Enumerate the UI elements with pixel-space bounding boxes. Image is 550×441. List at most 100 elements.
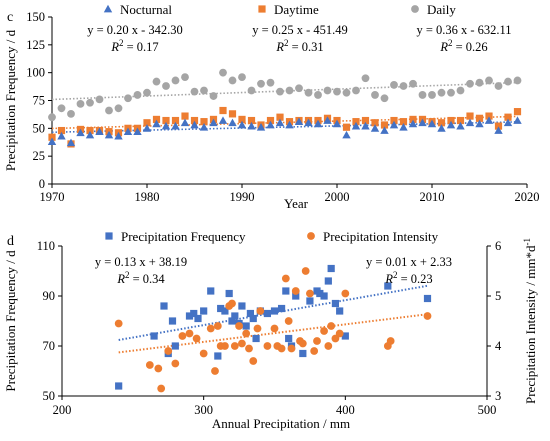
d-point-frequency [217, 304, 225, 313]
d-point-intensity [298, 339, 307, 348]
c-point-nocturnal [427, 119, 437, 128]
d-point-intensity [310, 347, 319, 355]
d-point-intensity [287, 344, 296, 353]
c-point-daily [466, 79, 474, 88]
c-point-daytime [494, 122, 503, 130]
d-point-intensity [178, 332, 187, 340]
c-point-daily [428, 91, 436, 99]
d-point-intensity [192, 334, 201, 343]
c-point-nocturnal [190, 120, 199, 129]
c-point-daily [257, 79, 265, 88]
d-point-frequency [270, 307, 279, 315]
d-point-intensity [242, 329, 251, 338]
c-x-tick-label: 1990 [230, 190, 255, 204]
d-point-frequency [228, 317, 236, 325]
d-point-intensity [230, 342, 239, 350]
c-point-nocturnal [332, 119, 342, 128]
c-y-axis-label: Precipitation Frequency / d [3, 29, 18, 171]
c-point-daily [342, 88, 351, 97]
d-point-frequency [200, 307, 208, 315]
c-point-daily [361, 74, 370, 83]
c-legend-marker-daily [411, 5, 419, 13]
c-point-daily [494, 82, 503, 90]
c-point-daily [456, 86, 465, 95]
c-point-daytime [371, 119, 379, 127]
c-legend-marker-nocturnal [103, 4, 113, 13]
c-point-nocturnal [266, 120, 275, 129]
d-point-frequency [306, 297, 314, 305]
d-point-frequency [331, 299, 340, 308]
d-point-frequency [160, 302, 168, 310]
c-point-nocturnal [123, 127, 133, 136]
d-point-intensity [171, 359, 180, 368]
d-point-frequency [277, 304, 286, 313]
c-point-daytime [342, 123, 351, 131]
d-y2-tick-label: 5 [495, 289, 501, 303]
d-point-frequency [341, 332, 349, 340]
c-point-nocturnal [171, 121, 180, 130]
c-legend-marker-daytime [258, 5, 266, 13]
d-point-intensity [423, 312, 432, 320]
c-point-nocturnal [408, 119, 418, 128]
c-x-tick-label: 2020 [515, 190, 540, 204]
d-frequency-equation: y = 0.13 x + 38.19 [95, 255, 187, 269]
d-point-intensity [270, 324, 279, 333]
d-point-intensity [199, 349, 208, 358]
d-point-frequency [194, 314, 202, 323]
d-point-frequency [207, 287, 215, 295]
c-point-daytime [143, 119, 151, 127]
c-legend-label-daytime: Daytime [274, 2, 319, 17]
c-point-daily [238, 73, 246, 82]
c-legend-label-daily: Daily [427, 2, 456, 17]
c-point-daily [57, 104, 66, 113]
d-point-frequency [249, 314, 257, 323]
d-point-intensity [154, 364, 163, 373]
c-point-nocturnal [228, 118, 237, 127]
c-point-nocturnal [237, 120, 247, 129]
d-point-frequency [171, 342, 179, 350]
c-y-tick-label: 125 [26, 38, 45, 52]
c-y-tick-label: 150 [26, 10, 45, 24]
d-point-frequency [299, 349, 307, 358]
d-point-intensity [291, 287, 300, 295]
c-point-daily [513, 76, 522, 85]
c-point-daily [190, 87, 199, 96]
c-nocturnal-r2: R2 = 0.17 [110, 38, 158, 54]
d-x-tick-label: 300 [194, 403, 213, 417]
d-point-intensity [341, 289, 350, 298]
c-point-nocturnal [323, 116, 332, 124]
d-x-tick-label: 400 [336, 403, 355, 417]
c-point-daily [162, 82, 170, 90]
c-point-daily [76, 99, 85, 108]
d-intensity-equation: y = 0.01 x + 2.33 [366, 255, 452, 269]
d-y-tick-label: 50 [43, 389, 56, 403]
c-point-daytime [200, 118, 208, 126]
d-legend-marker-intensity [307, 232, 315, 240]
d-point-intensity [211, 367, 219, 375]
c-point-daily [304, 88, 313, 97]
d-point-frequency [263, 309, 272, 318]
d-point-frequency [231, 312, 239, 320]
panel-letter-d: d [7, 234, 14, 249]
d-point-frequency [115, 382, 123, 390]
d-point-intensity [157, 384, 166, 393]
c-y-tick-label: 50 [33, 121, 46, 135]
c-point-daytime [390, 116, 398, 125]
d-point-intensity [235, 322, 243, 330]
c-point-nocturnal [380, 126, 389, 134]
d-point-frequency [185, 312, 194, 320]
d-point-intensity [277, 344, 286, 353]
c-point-nocturnal [465, 118, 475, 127]
d-point-intensity [245, 344, 253, 353]
d-y-tick-label: 90 [43, 289, 56, 303]
d-point-frequency [292, 292, 300, 300]
c-point-nocturnal [503, 118, 513, 127]
c-point-nocturnal [389, 120, 399, 129]
d-point-frequency [242, 322, 250, 330]
c-point-daily [504, 77, 512, 86]
c-point-nocturnal [218, 116, 228, 124]
d-point-frequency [238, 302, 246, 310]
c-point-daytime [171, 116, 180, 125]
d-x-tick-label: 200 [53, 403, 72, 417]
c-point-nocturnal [484, 116, 494, 124]
